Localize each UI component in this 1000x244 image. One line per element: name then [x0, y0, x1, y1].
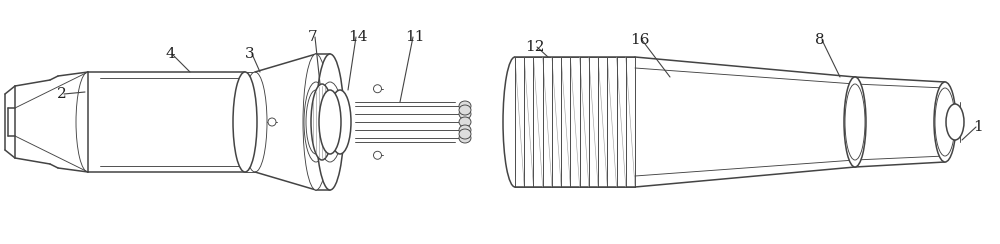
- Ellipse shape: [459, 133, 471, 143]
- Ellipse shape: [459, 109, 471, 119]
- Ellipse shape: [935, 88, 955, 156]
- Ellipse shape: [317, 82, 343, 162]
- Text: 12: 12: [525, 40, 545, 54]
- Text: 8: 8: [815, 33, 825, 47]
- Ellipse shape: [268, 118, 276, 126]
- Ellipse shape: [319, 90, 341, 154]
- Text: 14: 14: [348, 30, 368, 44]
- Ellipse shape: [374, 85, 382, 93]
- Ellipse shape: [459, 125, 471, 135]
- Ellipse shape: [374, 151, 382, 159]
- Text: 11: 11: [405, 30, 425, 44]
- Ellipse shape: [459, 101, 471, 111]
- Text: 16: 16: [630, 33, 650, 47]
- Ellipse shape: [316, 54, 344, 190]
- Ellipse shape: [845, 84, 865, 160]
- Text: 4: 4: [165, 47, 175, 61]
- Ellipse shape: [233, 72, 257, 172]
- Ellipse shape: [844, 77, 866, 167]
- Ellipse shape: [304, 82, 328, 162]
- Ellipse shape: [459, 105, 471, 115]
- Ellipse shape: [946, 104, 964, 140]
- Ellipse shape: [303, 54, 329, 190]
- Text: 2: 2: [57, 87, 67, 101]
- Ellipse shape: [459, 117, 471, 127]
- Text: 3: 3: [245, 47, 255, 61]
- Ellipse shape: [934, 82, 956, 162]
- Ellipse shape: [243, 72, 267, 172]
- Ellipse shape: [311, 84, 333, 160]
- Text: 1: 1: [973, 120, 983, 134]
- Ellipse shape: [459, 129, 471, 139]
- Ellipse shape: [329, 90, 351, 154]
- Text: 7: 7: [308, 30, 318, 44]
